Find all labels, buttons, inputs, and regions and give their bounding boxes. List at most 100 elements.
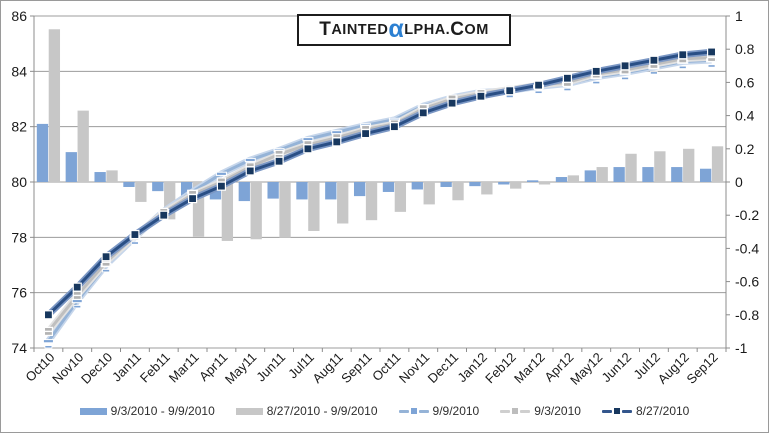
x-axis-label: Mar11 — [166, 350, 202, 386]
dash-marker — [505, 94, 514, 98]
blue-bar-Mar11 — [180, 182, 193, 197]
legend-label: 9/3/2010 - 9/9/2010 — [110, 404, 215, 418]
blue-bar-Nov10 — [65, 152, 77, 182]
legend-item-bar-blue: 9/3/2010 - 9/9/2010 — [79, 404, 215, 418]
right-axis-label: 0 — [735, 174, 743, 190]
right-axis-label: 1 — [735, 8, 743, 24]
blue-bar-Jan11 — [123, 182, 135, 187]
x-axis-label: Jan12 — [454, 350, 490, 386]
dash-marker — [534, 90, 543, 94]
dash-marker — [42, 339, 54, 344]
dash-marker — [621, 76, 629, 81]
square-marker — [389, 122, 400, 132]
square-marker — [620, 61, 630, 71]
square-marker — [360, 128, 371, 139]
gray-bar-Oct10 — [48, 29, 61, 183]
right-axis-label: -1 — [735, 340, 748, 356]
gray-bar-Jul11 — [308, 182, 320, 231]
navy-line-swatch — [601, 408, 632, 414]
gray-bar-May12 — [596, 167, 608, 182]
x-axis-label: Nov10 — [49, 350, 86, 387]
gray-bar-Sep11 — [365, 182, 378, 221]
line-halo — [46, 48, 712, 318]
square-marker — [72, 282, 82, 292]
line-stroke — [47, 50, 712, 316]
line-8-27-2010 — [46, 48, 712, 318]
gray-bar-Mar12 — [538, 182, 551, 185]
gray-bar-Nov11 — [423, 182, 435, 205]
gray-bar-Apr11 — [221, 182, 234, 241]
right-axis-label: -0.4 — [735, 240, 759, 256]
line-stroke — [47, 58, 712, 342]
dash-marker — [563, 87, 572, 92]
legend: 9/3/2010 - 9/9/2010 8/27/2010 - 9/9/2010… — [1, 401, 768, 421]
square-marker — [447, 98, 457, 108]
square-marker — [706, 47, 717, 57]
square-marker — [43, 310, 54, 320]
x-axis-label: Dec11 — [425, 350, 462, 387]
gray-bar-Feb11 — [164, 182, 176, 220]
gray-bar-Aug12 — [683, 148, 695, 182]
x-axis-label: Feb12 — [482, 350, 519, 387]
left-axis-label: 86 — [11, 8, 27, 24]
right-axis-label: 0.8 — [735, 41, 755, 57]
gray-bar-swatch — [235, 407, 263, 415]
square-marker — [476, 91, 486, 101]
gray-bars — [48, 29, 724, 241]
gray-bar-Jan12 — [481, 182, 493, 195]
x-axis-label: May11 — [222, 350, 260, 388]
right-axis-label: 0.6 — [735, 74, 755, 90]
square-marker — [101, 252, 111, 262]
left-axis-label: 82 — [11, 119, 27, 135]
right-axis-label: 0.4 — [735, 108, 755, 124]
left-axis-label: 80 — [11, 174, 27, 190]
dash-marker — [73, 305, 82, 309]
blue-bar-Oct11 — [382, 182, 395, 192]
line-halo — [45, 57, 712, 343]
blue-bar-Nov11 — [411, 182, 423, 190]
dash-marker — [678, 65, 687, 69]
square-marker — [533, 80, 544, 90]
line-9-3-2010 — [45, 54, 712, 334]
square-marker — [130, 229, 140, 240]
dash-marker — [650, 71, 658, 75]
alpha-glyph: α — [388, 14, 405, 43]
blue-bar-May11 — [238, 182, 250, 202]
logo-text: C — [450, 19, 465, 40]
square-marker — [505, 86, 515, 96]
blue-bars — [36, 123, 712, 202]
dash-marker — [44, 345, 53, 349]
legend-item-line-navy: 8/27/2010 — [601, 404, 689, 418]
x-axis-label: Aug12 — [655, 350, 692, 387]
x-axis-label: Sep12 — [684, 350, 721, 387]
square-marker — [274, 156, 284, 166]
blue-bar-Mar12 — [526, 180, 539, 182]
gray-bar-Dec10 — [106, 170, 118, 182]
x-axis-label: Jan11 — [109, 350, 144, 385]
blue-bar-Jun12 — [613, 167, 625, 182]
dash-marker — [592, 80, 601, 85]
taintedalpha-logo: T AINTED α LPHA. C OM — [297, 14, 511, 46]
square-marker — [649, 55, 659, 65]
x-axis-label: May12 — [567, 350, 605, 388]
gray-bar-Feb12 — [510, 182, 522, 189]
gray-bar-Nov10 — [77, 110, 89, 182]
line-halo — [45, 54, 712, 334]
x-axis-label: Jun12 — [599, 350, 635, 386]
blue-bar-Sep12 — [699, 168, 712, 182]
gray-line-swatch — [500, 408, 531, 414]
gray-bar-Sep12 — [711, 146, 724, 182]
legend-item-line-blue: 9/9/2010 — [398, 404, 479, 418]
gray-bar-Dec11 — [452, 182, 464, 201]
x-axis-label: Jun11 — [253, 350, 288, 385]
gray-bar-May11 — [250, 182, 262, 240]
gray-bar-Aug11 — [337, 182, 349, 224]
right-axis-label: -0.8 — [735, 307, 759, 323]
left-axis-label: 74 — [11, 340, 27, 356]
square-marker — [418, 108, 428, 118]
square-marker — [159, 210, 169, 220]
dash-marker — [244, 157, 256, 163]
square-marker — [187, 194, 198, 204]
x-axis-label: Nov11 — [396, 350, 433, 387]
gray-bar-Jun11 — [279, 182, 291, 238]
